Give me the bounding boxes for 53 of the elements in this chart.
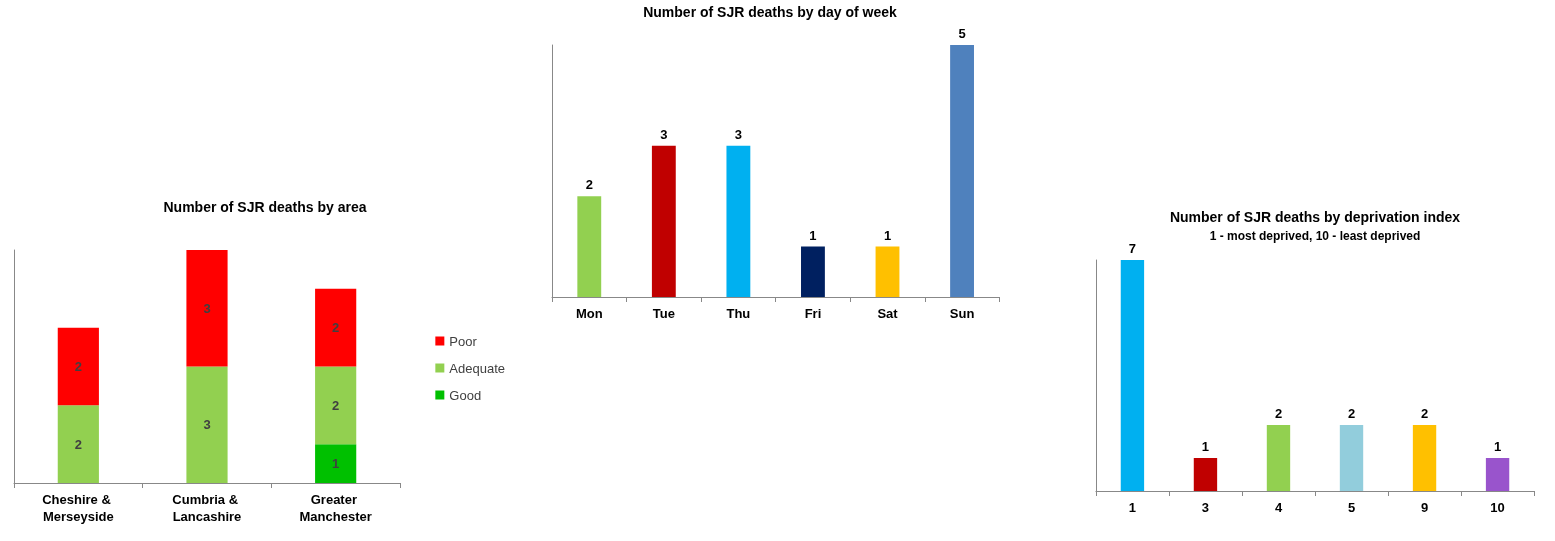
x-tick-label: Sun: [949, 306, 975, 321]
data-label: 5: [958, 26, 966, 41]
bar: [577, 196, 602, 297]
data-label: 1: [1493, 439, 1502, 454]
bar: [186, 250, 228, 367]
x-tick-label: Greater Manchester: [299, 492, 372, 524]
x-tick-label: 10: [1490, 500, 1505, 515]
bar: [57, 327, 99, 406]
data-label: 1: [1201, 439, 1210, 454]
bar: [186, 366, 228, 483]
x-tick-label: 9: [1420, 500, 1429, 515]
bar: [801, 246, 825, 297]
bar: [315, 366, 357, 445]
legend-label: Good: [449, 387, 482, 403]
bar: [726, 145, 751, 297]
x-tick-label: Cumbria & Lancashire: [172, 492, 242, 524]
x-tick-label: Tue: [652, 306, 675, 321]
legend-label: Poor: [449, 333, 478, 349]
x-tick-label: 5: [1347, 500, 1356, 515]
data-label: 2: [74, 359, 82, 374]
x-tick-label: Mon: [575, 306, 603, 321]
data-label: 7: [1128, 241, 1137, 256]
data-label: 2: [74, 436, 82, 452]
data-label: 1: [809, 227, 817, 243]
data-label: 2: [332, 397, 340, 413]
x-tick-label: 1: [1128, 500, 1137, 515]
bar: [875, 246, 900, 297]
x-tick-label: Cheshire & Merseyside: [42, 492, 115, 524]
chart-title: Number of SJR deaths by deprivation index: [1169, 209, 1461, 225]
data-label: 3: [734, 126, 743, 142]
bar: [315, 288, 357, 367]
data-label: 2: [585, 177, 593, 193]
bar: [950, 45, 974, 297]
bar: [651, 145, 676, 297]
data-label: 2: [1420, 406, 1429, 421]
x-tick-label: Fri: [804, 306, 822, 321]
data-label: 1: [332, 456, 340, 472]
x-tick-label: 4: [1274, 500, 1283, 515]
legend-label: Adequate: [449, 360, 506, 376]
x-tick-label: 3: [1201, 500, 1210, 515]
data-label: 1: [883, 227, 892, 243]
chart-title: Number of SJR deaths by area: [163, 199, 367, 215]
data-label: 2: [1274, 406, 1283, 421]
x-tick-label: Sat: [877, 306, 899, 321]
chart-title: Number of SJR deaths by day of week: [643, 4, 898, 20]
bar: [315, 444, 357, 483]
x-tick-label: Thu: [726, 306, 751, 321]
data-label: 2: [1347, 406, 1356, 421]
data-label: 3: [203, 417, 211, 433]
data-label: 3: [660, 126, 668, 142]
data-label: 2: [332, 320, 340, 336]
chart-subtitle: 1 - most deprived, 10 - least deprived: [1209, 229, 1421, 243]
bar: [57, 405, 99, 483]
